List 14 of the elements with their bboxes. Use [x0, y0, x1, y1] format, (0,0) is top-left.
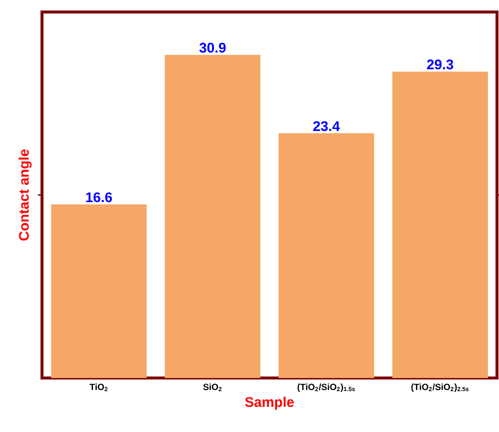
x-axis-title: Sample — [245, 396, 294, 410]
data-label: 30.9 — [199, 42, 226, 53]
x-tick-label: TiO$_{2}$ — [90, 384, 108, 392]
x-tick-label: (TiO$_{2}$/SiO$_{2}$)$_{1.5s}$ — [298, 384, 355, 392]
data-label: 23.4 — [313, 121, 340, 132]
x-tick-label: SiO$_{2}$ — [203, 384, 222, 392]
y-axis-title: Contact angle — [18, 149, 32, 241]
x-tick-label: (TiO$_{2}$/SiO$_{2}$)$_{2.5s}$ — [411, 384, 469, 392]
data-label: 16.6 — [86, 192, 112, 202]
bar — [392, 72, 488, 378]
data-label: 29.3 — [427, 60, 454, 70]
bar — [164, 54, 260, 378]
bar — [51, 204, 147, 378]
bar — [278, 133, 374, 378]
